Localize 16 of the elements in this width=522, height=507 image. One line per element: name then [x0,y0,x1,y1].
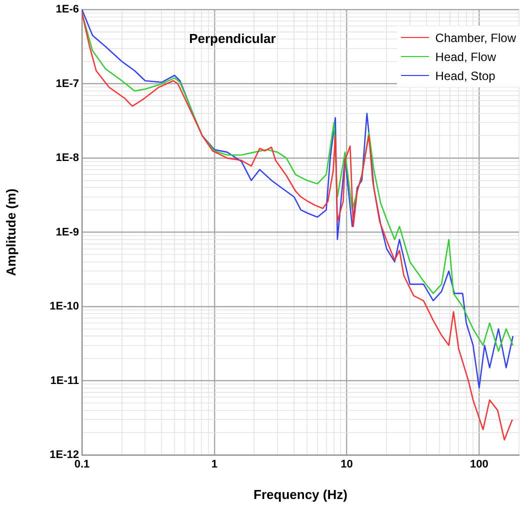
y-tick-label: 1E-10 [50,300,79,313]
x-tick-label: 10 [340,458,353,471]
y-tick-label: 1E-7 [56,78,79,90]
y-axis-title: Amplitude (m) [3,188,18,276]
x-tick-label: 100 [470,458,488,471]
y-tick-label: 1E-8 [56,152,79,164]
x-tick-label: 1 [211,458,218,471]
legend-label: Head, Stop [435,68,496,82]
y-tick-label: 1E-11 [50,374,79,387]
legend-label: Head, Flow [435,50,496,64]
text: Perpendicular [189,31,276,46]
y-tick-label: 1E-6 [56,4,79,16]
x-tick-label: 0.1 [74,458,90,471]
legend-label: Chamber, Flow [435,30,516,44]
x-axis-title: Frequency (Hz) [254,486,348,502]
y-tick-label: 1E-9 [56,226,79,238]
